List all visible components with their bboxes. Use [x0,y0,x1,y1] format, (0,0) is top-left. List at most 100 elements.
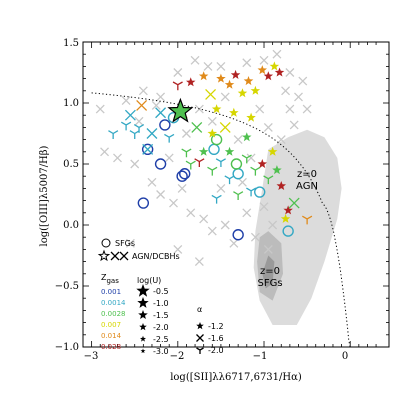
grey-model-point [164,153,174,163]
plot-frame [82,41,390,348]
agn-point [215,158,226,168]
agn-point [186,77,196,87]
highlight-star [167,97,194,123]
grey-model-point [156,190,166,199]
x-tick-label: −2 [170,351,185,362]
agn-point [229,107,239,117]
legend-zgas-item: 0.007 [101,321,121,329]
legend-agn-label: AGN/DCBHs [132,252,180,261]
grey-model-point [281,86,291,96]
agn-point [155,107,167,119]
legend-zgas-item: 0.0014 [101,299,126,307]
legend-alpha-item: -1.6 [208,334,224,343]
agn-point [185,160,196,170]
grey-model-point [250,232,260,242]
legend-logu-item: -2.0 [153,323,169,332]
grey-model-point [272,49,282,59]
sfg-point [254,186,266,198]
legend-agn-marker [119,251,129,261]
agn-point [108,130,119,140]
grey-model-point [216,61,226,71]
agn-point [146,128,158,139]
grey-model-point [220,92,230,102]
grey-model-point [242,58,252,68]
grey-model-point [138,86,148,96]
grey-model-point [276,135,286,145]
agn-point [133,124,145,133]
agn-point [224,79,235,89]
grey-model-point [259,202,269,212]
legend-logu-list: -0.5 -1.0 -1.5 -2.0 -2.5 -3.0 [136,284,169,356]
legend-alpha-item: -1.2 [208,322,224,331]
grey-model-point [186,208,196,218]
agn-point [288,197,300,209]
grey-model-point [302,104,312,114]
agn-point [224,146,235,156]
agn-point [243,76,254,86]
legend-agn-marker [110,251,120,261]
agn-point [181,148,192,158]
model-points [108,61,313,241]
demarcation-line [91,92,351,348]
y-tick-label: 0.5 [63,159,79,170]
grey-model-point [147,177,157,187]
agn-point [164,133,175,143]
grey-model-point [100,147,110,157]
agn-point [263,175,274,185]
legend-logu-item: -3.0 [153,347,169,356]
grey-model-point [216,183,226,193]
legend-alpha-marker [196,334,204,342]
legend-alpha-marker [196,347,204,354]
agn-point [172,81,183,91]
grey-model-point [289,120,299,130]
agn-point [257,65,267,75]
agn-point [283,205,293,215]
agn-point [302,215,313,225]
legend-sfg-label: SFGs [115,239,135,248]
grey-model-point [220,220,230,230]
grey-model-point [238,177,247,187]
sfg-point [159,119,171,131]
agn-point [237,88,248,98]
agn-region-label: z=0 [297,169,317,180]
grey-model-point [229,238,239,248]
y-tick-label: −0.5 [55,281,79,292]
grey-model-point [151,100,161,110]
grey-model-point [263,122,273,132]
grey-model-point [207,116,217,126]
sfg-point [210,133,223,146]
y-tick-label: 1.5 [63,38,79,49]
legend-logu-item: -0.5 [153,287,169,296]
y-tick-label: −1.0 [55,342,79,353]
agn-point [224,175,235,185]
legend-sfg-marker [101,238,111,248]
legend-zgas-item: 0.0028 [101,310,126,318]
legend: SFGs AGN/DCBHs Zgas 0.0010.00140.00280.0… [97,238,224,356]
agn-point [198,146,209,156]
grey-model-point [190,55,200,65]
y-axis-label: log([OIII]λ5007/Hβ) [39,145,50,246]
agn-point [263,71,274,81]
agn-point [205,89,217,100]
grey-model-point [246,153,256,163]
agn-point [211,104,222,114]
grey-model-point [113,153,122,163]
agn-point [207,128,218,138]
sfg-region-label: SFGs [257,278,282,289]
grey-model-point [242,208,252,218]
agn-point [250,166,261,176]
grey-model-points [95,49,312,267]
grey-model-point [285,68,295,77]
grey-model-point [134,116,144,126]
x-tick-label: −1 [253,351,268,362]
sfg-point [137,197,150,209]
sfg-point [232,229,244,241]
legend-logu-item: -1.5 [153,311,169,320]
agn-point [142,143,154,155]
agn-point [242,132,252,142]
agn-point [246,112,256,122]
agn-point [129,130,140,140]
agn-region-label: AGN [296,181,318,192]
sfg-point [176,170,188,182]
